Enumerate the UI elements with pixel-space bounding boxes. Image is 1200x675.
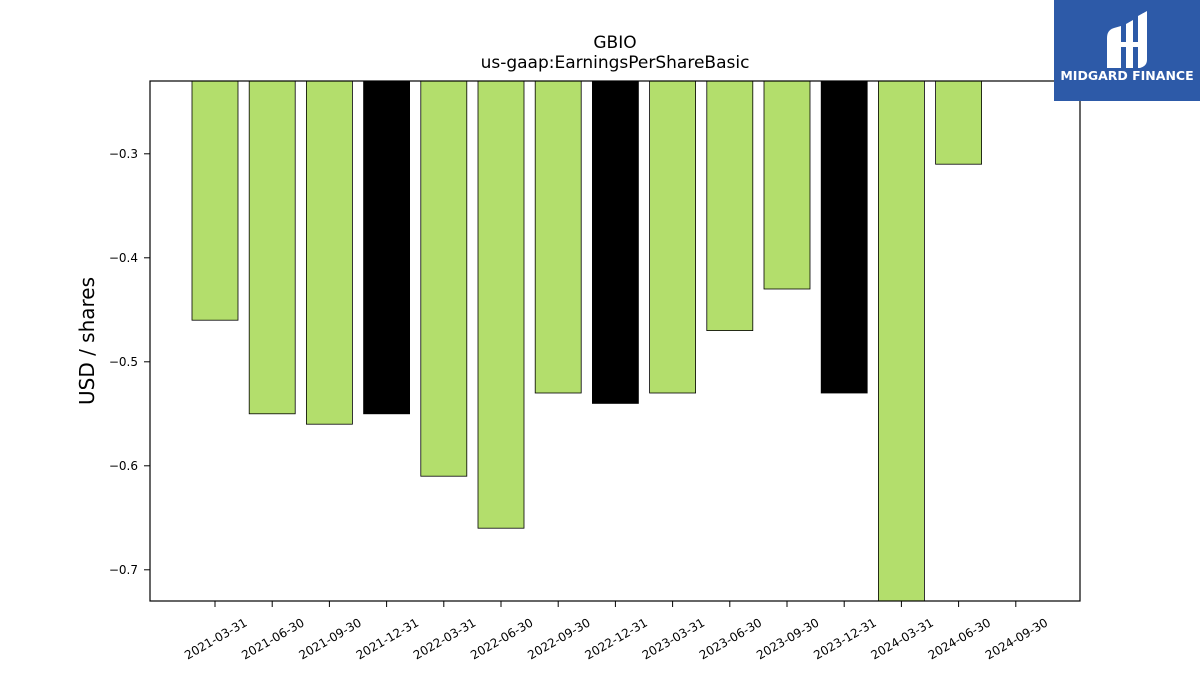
x-tick-label: 2022-06-30 xyxy=(468,615,535,662)
bar-2021-06-30 xyxy=(248,80,296,415)
plot-frame xyxy=(149,80,1081,602)
x-tick-label: 2023-09-30 xyxy=(754,615,821,662)
x-ticks-group: 2021-03-312021-06-302021-09-302021-12-31… xyxy=(182,601,1050,662)
chart-title: GBIO xyxy=(593,33,636,53)
x-tick-label: 2021-03-31 xyxy=(182,615,249,662)
y-ticks-group: −0.3 −0.4 −0.5 −0.6 −0.7 xyxy=(109,147,150,577)
y-tick-label: −0.7 xyxy=(109,563,138,577)
y-tick-label: −0.5 xyxy=(109,355,138,369)
x-tick-label: 2022-03-31 xyxy=(411,615,478,662)
bar-2022-03-31 xyxy=(420,80,468,477)
bar-2023-09-30 xyxy=(763,80,811,290)
midgard-finance-logo: MIDGARD FINANCE xyxy=(1054,0,1200,101)
bar-2023-06-30 xyxy=(706,80,754,332)
chart-subtitle: us-gaap:EarningsPerShareBasic xyxy=(481,53,750,73)
x-tick-label: 2024-06-30 xyxy=(926,615,993,662)
bar-2021-03-31 xyxy=(191,80,239,321)
bar-2022-06-30 xyxy=(477,80,525,529)
x-tick-label: 2021-12-31 xyxy=(354,615,421,662)
logo-mark-icon xyxy=(1107,11,1147,68)
bars-group xyxy=(191,80,982,602)
bar-2023-12-31 xyxy=(820,80,868,394)
x-tick-label: 2022-09-30 xyxy=(525,615,592,662)
x-tick-label: 2021-06-30 xyxy=(239,615,306,662)
bar-2022-12-31 xyxy=(592,80,639,404)
y-axis-label: USD / shares xyxy=(75,277,99,405)
x-tick-label: 2023-06-30 xyxy=(697,615,764,662)
x-tick-label: 2022-12-31 xyxy=(582,615,649,662)
bar-2021-12-31 xyxy=(363,80,411,415)
x-tick-label: 2021-09-30 xyxy=(296,615,363,662)
x-tick-label: 2024-09-30 xyxy=(983,615,1050,662)
x-tick-label: 2024-03-31 xyxy=(868,615,935,662)
y-tick-label: −0.4 xyxy=(109,251,138,265)
logo-text: MIDGARD FINANCE xyxy=(1060,68,1193,83)
bar-2024-06-30 xyxy=(935,80,982,165)
x-tick-label: 2023-03-31 xyxy=(640,615,707,662)
x-tick-label: 2023-12-31 xyxy=(811,615,878,662)
y-tick-label: −0.6 xyxy=(109,459,138,473)
bar-2022-09-30 xyxy=(534,80,582,394)
bar-2021-09-30 xyxy=(305,80,353,425)
y-tick-label: −0.3 xyxy=(109,147,138,161)
bar-2024-03-31 xyxy=(878,80,925,602)
bar-2023-03-31 xyxy=(649,80,696,394)
